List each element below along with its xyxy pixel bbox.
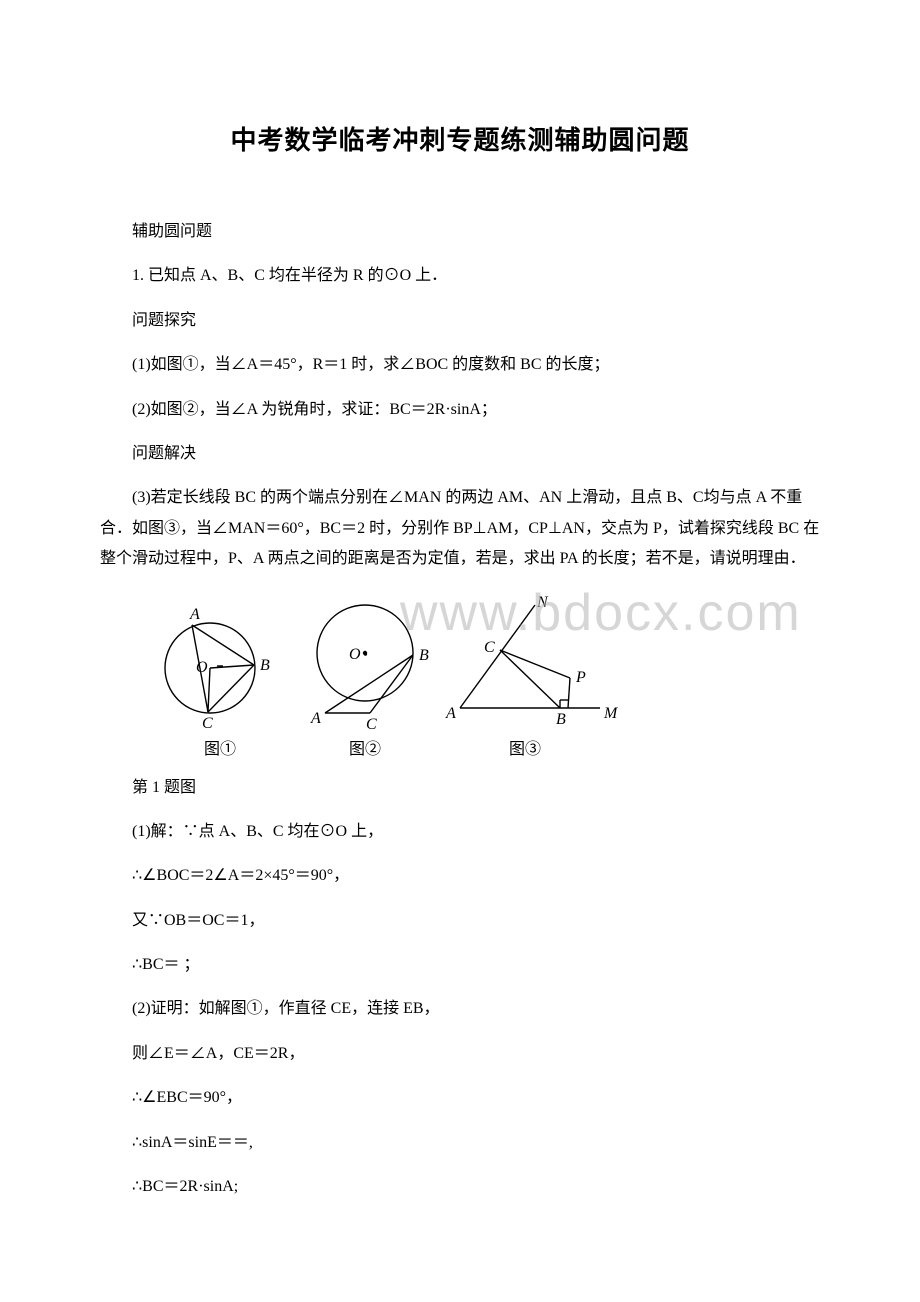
figure-svg: ABCOABCO•ANMCBP <box>150 593 630 733</box>
svg-text:O: O <box>196 659 208 676</box>
problem-part-2: (2)如图②，当∠A 为锐角时，求证：BC＝2R·sinA； <box>100 395 820 425</box>
svg-text:B: B <box>556 711 566 728</box>
svg-text:M: M <box>603 705 619 722</box>
svg-text:•: • <box>363 648 368 663</box>
svg-text:O: O <box>349 646 361 663</box>
solution-line-1: (1)解：∵点 A、B、C 均在⊙O 上， <box>100 817 820 847</box>
solution-line-7: ∴∠EBC＝90°， <box>100 1083 820 1113</box>
solution-line-8: ∴sinA＝sinE＝＝, <box>100 1128 820 1158</box>
problem-stem: 1. 已知点 A、B、C 均在半径为 R 的⊙O 上． <box>100 261 820 291</box>
figure-label-1: 图① <box>150 735 290 759</box>
svg-text:B: B <box>419 647 429 664</box>
svg-text:C: C <box>484 639 495 656</box>
svg-text:P: P <box>575 669 586 686</box>
solution-line-6: 则∠E＝∠A，CE＝2R， <box>100 1039 820 1069</box>
figure-block: www.bdocx.com ABCOABCO•ANMCBP 图① 图② 图③ <box>150 593 820 759</box>
problem-part-3: (3)若定长线段 BC 的两个端点分别在∠MAN 的两边 AM、AN 上滑动，且… <box>100 483 820 574</box>
svg-text:B: B <box>260 657 270 674</box>
solution-line-2: ∴∠BOC＝2∠A＝2×45°＝90°， <box>100 861 820 891</box>
figure-label-2: 图② <box>290 735 440 759</box>
solution-line-9: ∴BC＝2R·sinA; <box>100 1172 820 1202</box>
svg-text:A: A <box>445 705 456 722</box>
svg-text:C: C <box>366 716 377 733</box>
solution-line-4: ∴BC＝ ； <box>100 950 820 980</box>
figure-label-3: 图③ <box>440 735 610 759</box>
figure-caption: 第 1 题图 <box>100 773 820 803</box>
figure-labels-row: 图① 图② 图③ <box>150 735 820 759</box>
subheading: 辅助圆问题 <box>100 217 820 247</box>
solution-line-5: (2)证明：如解图①，作直径 CE，连接 EB， <box>100 994 820 1024</box>
svg-text:A: A <box>310 710 321 727</box>
svg-text:N: N <box>536 594 549 611</box>
svg-text:C: C <box>202 715 213 732</box>
section-heading-2: 问题解决 <box>100 439 820 469</box>
page-title: 中考数学临考冲刺专题练测辅助圆问题 <box>100 120 820 157</box>
solution-line-3: 又∵OB＝OC＝1， <box>100 906 820 936</box>
svg-text:A: A <box>189 606 200 623</box>
section-heading-1: 问题探究 <box>100 306 820 336</box>
problem-part-1: (1)如图①，当∠A＝45°，R＝1 时，求∠BOC 的度数和 BC 的长度； <box>100 350 820 380</box>
